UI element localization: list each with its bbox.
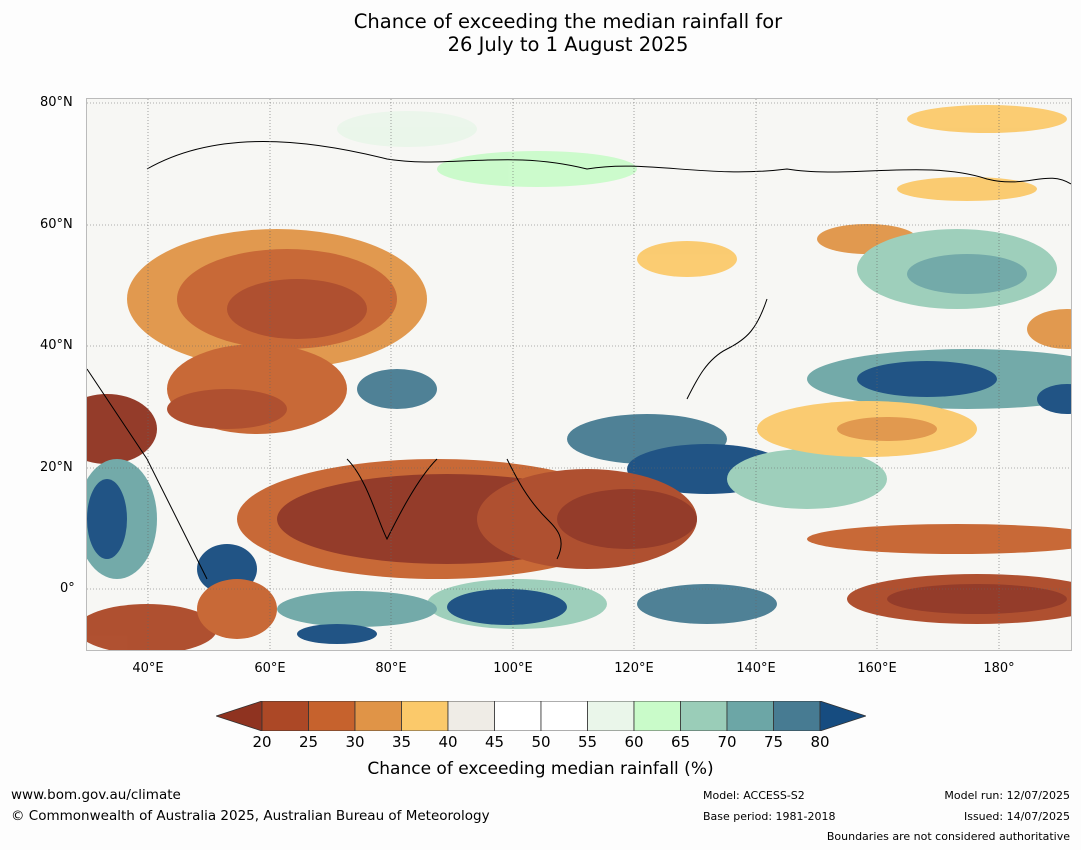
lon-label-80e: 80°E: [375, 661, 407, 676]
colorbar-above-80-segment: [819, 701, 866, 731]
colorbar-segment-35-40: [401, 701, 449, 731]
lon-label-180: 180°: [983, 661, 1015, 676]
colorbar-segment-50-55: [540, 701, 588, 731]
map-svg: [87, 99, 1071, 650]
colorbar-segment-45-50: [494, 701, 542, 731]
lat-label-40n: 40°N: [40, 338, 73, 353]
colorbar-tick-50: 50: [531, 733, 551, 751]
lat-label-80n: 80°N: [40, 95, 73, 110]
colorbar: [216, 701, 866, 731]
colorbar-tick-20: 20: [252, 733, 272, 751]
footer-model-run: Model run: 12/07/2025: [944, 789, 1070, 802]
colorbar-below-20-segment: [216, 701, 263, 731]
rainfall-probability-map: [86, 98, 1072, 651]
footer-copyright: © Commonwealth of Australia 2025, Austra…: [11, 808, 490, 824]
colorbar-tick-25: 25: [298, 733, 319, 751]
colorbar-tick-55: 55: [577, 733, 598, 751]
colorbar-tick-45: 45: [484, 733, 505, 751]
colorbar-tick-30: 30: [345, 733, 365, 751]
colorbar-segment-25-30: [308, 701, 356, 731]
footer-model: Model: ACCESS-S2: [703, 789, 805, 802]
lat-label-20n: 20°N: [40, 460, 73, 475]
colorbar-title: Chance of exceeding median rainfall (%): [367, 759, 714, 779]
footer-issued: Issued: 14/07/2025: [963, 810, 1070, 823]
map-title-line2: 26 July to 1 August 2025: [447, 33, 689, 56]
lon-label-160e: 160°E: [857, 661, 897, 676]
footer-base-period: Base period: 1981-2018: [703, 810, 836, 823]
lon-label-100e: 100°E: [493, 661, 533, 676]
lon-label-120e: 120°E: [614, 661, 654, 676]
lon-label-140e: 140°E: [736, 661, 776, 676]
map-title-line1: Chance of exceeding the median rainfall …: [353, 10, 783, 33]
lat-label-60n: 60°N: [40, 217, 73, 232]
colorbar-tick-65: 65: [670, 733, 691, 751]
colorbar-tick-70: 70: [717, 733, 737, 751]
footer-boundaries-note: Boundaries are not considered authoritat…: [826, 830, 1070, 843]
colorbar-segment-60-65: [633, 701, 681, 731]
colorbar-segment-55-60: [587, 701, 635, 731]
colorbar-segment-30-35: [354, 701, 402, 731]
colorbar-segment-75-80: [773, 701, 821, 731]
colorbar-tick-80: 80: [810, 733, 830, 751]
lat-label-0: 0°: [60, 581, 75, 596]
colorbar-segment-70-75: [726, 701, 774, 731]
footer-url[interactable]: www.bom.gov.au/climate: [11, 787, 181, 803]
lon-label-60e: 60°E: [254, 661, 286, 676]
colorbar-segment-40-45: [447, 701, 495, 731]
map-title: Chance of exceeding the median rainfall …: [0, 10, 1081, 56]
colorbar-segment-20-25: [261, 701, 309, 731]
lon-label-40e: 40°E: [132, 661, 164, 676]
colorbar-segment-65-70: [680, 701, 728, 731]
colorbar-tick-60: 60: [624, 733, 644, 751]
colorbar-tick-75: 75: [763, 733, 784, 751]
colorbar-tick-40: 40: [438, 733, 458, 751]
colorbar-tick-35: 35: [391, 733, 412, 751]
